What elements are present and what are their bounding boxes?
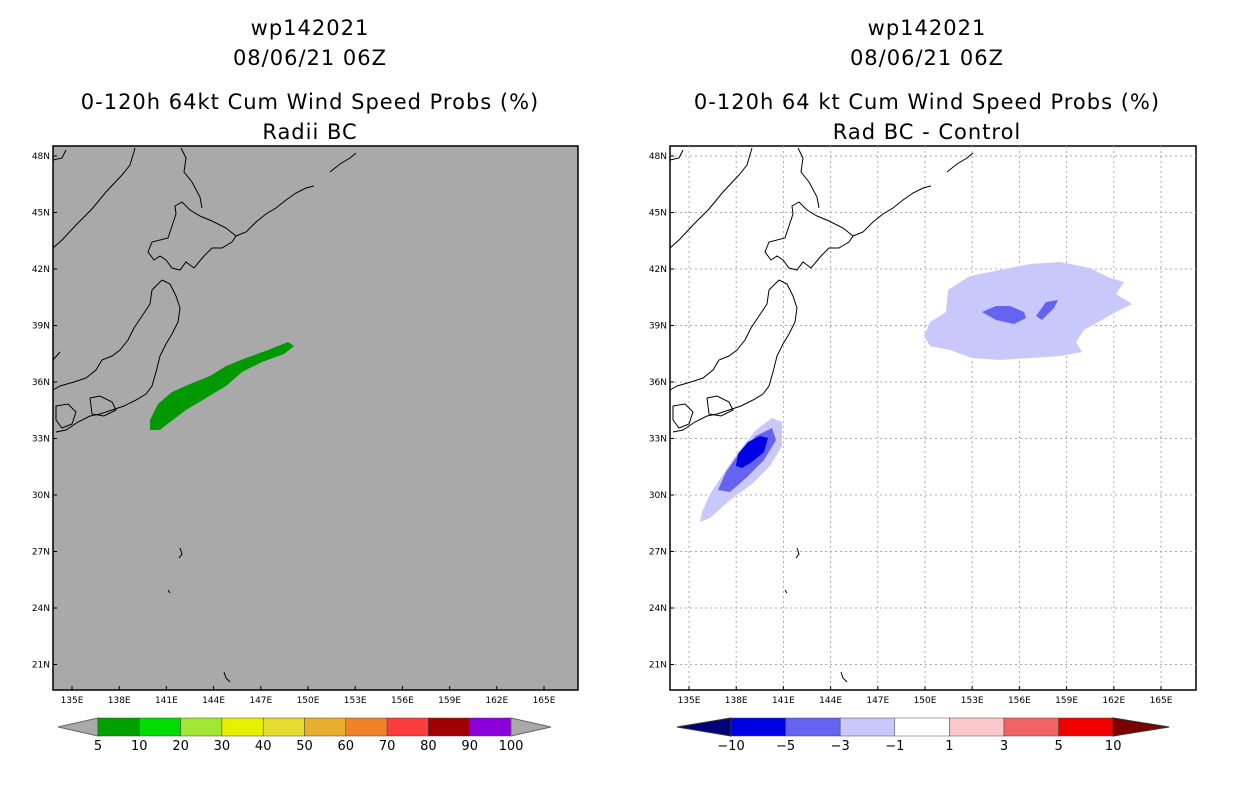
colorbar-end-arrow-left [676, 717, 732, 737]
lat-label: 42N [649, 265, 667, 275]
colorbar-label: 90 [461, 739, 478, 754]
lat-label: 36N [32, 378, 50, 388]
right-title-subtitle: Rad BC - Control [832, 120, 1022, 144]
lat-label: 33N [32, 435, 50, 445]
colorbar-swatch [1003, 717, 1059, 737]
right-title-storm-id: wp142021 [867, 16, 987, 40]
lon-label: 159E [1055, 696, 1078, 706]
colorbar-end-arrow-right [510, 717, 552, 737]
lon-label: 135E [678, 696, 701, 706]
left-map-background [52, 145, 579, 691]
colorbar-label: 40 [255, 739, 272, 754]
colorbar-label: 60 [338, 739, 355, 754]
right-title-product: 0-120h 64 kt Cum Wind Speed Probs (%) [693, 90, 1161, 114]
colorbar-label: 1 [945, 739, 953, 754]
lon-label: 150E [297, 696, 320, 706]
lon-label: 153E [961, 696, 984, 706]
left-title-datetime: 08/06/21 06Z [232, 46, 388, 70]
colorbar-label: 80 [420, 739, 437, 754]
colorbar-swatch [894, 717, 950, 737]
left-lon-labels: 135E 138E 141E 144E 147E 150E 153E 156E 159E 162E… [61, 686, 556, 706]
right-gridlines [670, 146, 1196, 690]
left-probability-swath [150, 342, 294, 430]
lat-label: 48N [649, 152, 667, 162]
colorbar-label: 10 [1105, 739, 1122, 754]
lon-label: 156E [1008, 696, 1031, 706]
lat-label: 30N [649, 491, 667, 501]
colorbar-label: 3 [1000, 739, 1008, 754]
lon-label: 150E [914, 696, 937, 706]
lon-label: 138E [725, 696, 748, 706]
lon-label: 144E [819, 696, 842, 706]
left-lat-labels: 48N 45N 42N 39N 36N 33N 30N 27N 24N 21N [32, 152, 57, 671]
colorbar-label: 100 [499, 739, 524, 754]
colorbar-label: −1 [885, 739, 904, 754]
right-title-datetime: 08/06/21 06Z [849, 46, 1005, 70]
colorbar-swatch [839, 717, 896, 737]
lat-label: 21N [649, 661, 667, 671]
left-coastlines [52, 147, 357, 683]
colorbar-label: −3 [831, 739, 850, 754]
lon-label: 165E [533, 696, 556, 706]
lon-label: 153E [344, 696, 367, 706]
lon-label: 135E [61, 696, 84, 706]
right-lon-labels: 135E 138E 141E 144E 147E 150E 153E 156E 159E 162E… [678, 686, 1173, 706]
lat-label: 24N [649, 604, 667, 614]
lon-label: 147E [249, 696, 272, 706]
lat-label: 33N [649, 435, 667, 445]
colorbar-label: 50 [296, 739, 313, 754]
colorbar-label: 20 [172, 739, 189, 754]
right-colorbar: −10 −5 −3 −1 1 3 5 10 [676, 717, 1170, 754]
colorbar-label: 5 [1054, 739, 1062, 754]
lon-label: 141E [772, 696, 795, 706]
lon-label: 147E [866, 696, 889, 706]
colorbar-label: 10 [131, 739, 148, 754]
colorbar-label: −5 [776, 739, 795, 754]
colorbar-swatch [785, 717, 841, 737]
lon-label: 162E [1102, 696, 1125, 706]
colorbar-swatch [949, 717, 1005, 737]
colorbar-label: 70 [379, 739, 396, 754]
colorbar-label: 30 [214, 739, 231, 754]
lon-label: 165E [1150, 696, 1173, 706]
lat-label: 21N [32, 661, 50, 671]
lat-label: 45N [649, 209, 667, 219]
lon-label: 162E [485, 696, 508, 706]
lat-label: 36N [649, 378, 667, 388]
left-colorbar: 5 10 20 30 40 50 60 70 80 90 100 [57, 717, 552, 754]
colorbar-swatch [1058, 717, 1114, 737]
lat-label: 27N [649, 548, 667, 558]
lat-label: 45N [32, 209, 50, 219]
left-title-storm-id: wp142021 [250, 16, 370, 40]
lat-label: 24N [32, 604, 50, 614]
right-lat-labels: 48N 45N 42N 39N 36N 33N 30N 27N 24N 21N [649, 152, 674, 671]
right-diff-region-east-mid [982, 306, 1026, 324]
lat-label: 39N [649, 322, 667, 332]
lat-label: 48N [32, 152, 50, 162]
lon-label: 141E [155, 696, 178, 706]
lon-label: 144E [202, 696, 225, 706]
lon-label: 156E [391, 696, 414, 706]
lon-label: 138E [108, 696, 131, 706]
right-diff-region-east-mid2 [1036, 300, 1058, 320]
colorbar-end-arrow-right [1112, 717, 1170, 737]
right-diff-region-east-light [924, 262, 1132, 360]
lon-label: 159E [438, 696, 461, 706]
right-diff-region-west-dark [736, 436, 768, 468]
right-map-background [669, 145, 1197, 691]
left-title-product: 0-120h 64kt Cum Wind Speed Probs (%) [80, 90, 540, 114]
lat-label: 30N [32, 491, 50, 501]
colorbar-swatch [730, 717, 786, 737]
colorbar-label: −10 [717, 739, 744, 754]
lat-label: 42N [32, 265, 50, 275]
colorbar-label: 5 [94, 739, 102, 754]
lat-label: 39N [32, 322, 50, 332]
right-coastlines [669, 147, 974, 683]
left-title-subtitle: Radii BC [262, 120, 358, 144]
lat-label: 27N [32, 548, 50, 558]
